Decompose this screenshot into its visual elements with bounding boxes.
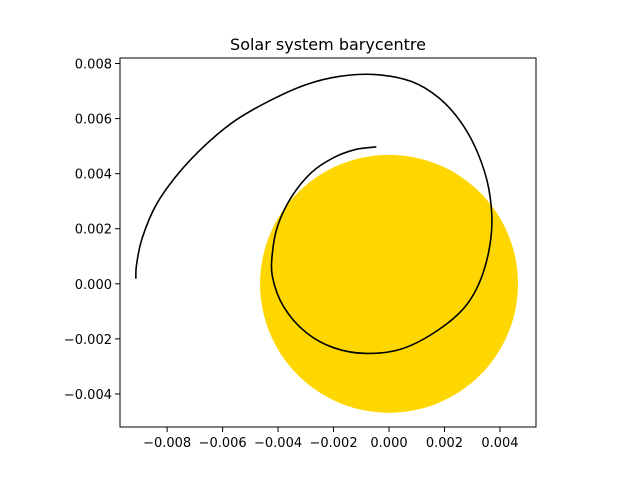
y-tick-label: 0.002 xyxy=(75,223,112,238)
barycentre-path xyxy=(135,73,493,355)
x-axis: −0.008 −0.006 −0.004 −0.002 0.000 0.002 0.004 xyxy=(143,427,519,451)
y-tick-label: −0.004 xyxy=(64,388,112,403)
y-tick-label: 0.004 xyxy=(75,168,112,183)
plot-frame xyxy=(119,57,537,428)
x-tick-label: −0.006 xyxy=(199,436,247,451)
x-tick-label: 0.000 xyxy=(370,436,407,451)
y-tick-label: −0.002 xyxy=(64,333,112,348)
chart-title: Solar system barycentre xyxy=(230,35,426,54)
y-tick-label: 0.000 xyxy=(75,278,112,293)
y-tick-label: 0.008 xyxy=(75,58,112,73)
x-tick-label: −0.008 xyxy=(143,436,191,451)
sun-disc xyxy=(260,154,518,413)
y-tick-label: 0.006 xyxy=(75,113,112,128)
x-tick-label: 0.002 xyxy=(426,436,463,451)
x-tick-label: −0.002 xyxy=(309,436,357,451)
plot-area xyxy=(135,73,518,413)
x-tick-label: 0.004 xyxy=(481,436,518,451)
x-tick-label: −0.004 xyxy=(254,436,302,451)
y-axis: −0.004 −0.002 0.000 0.002 0.004 0.006 0.008 xyxy=(64,58,120,403)
